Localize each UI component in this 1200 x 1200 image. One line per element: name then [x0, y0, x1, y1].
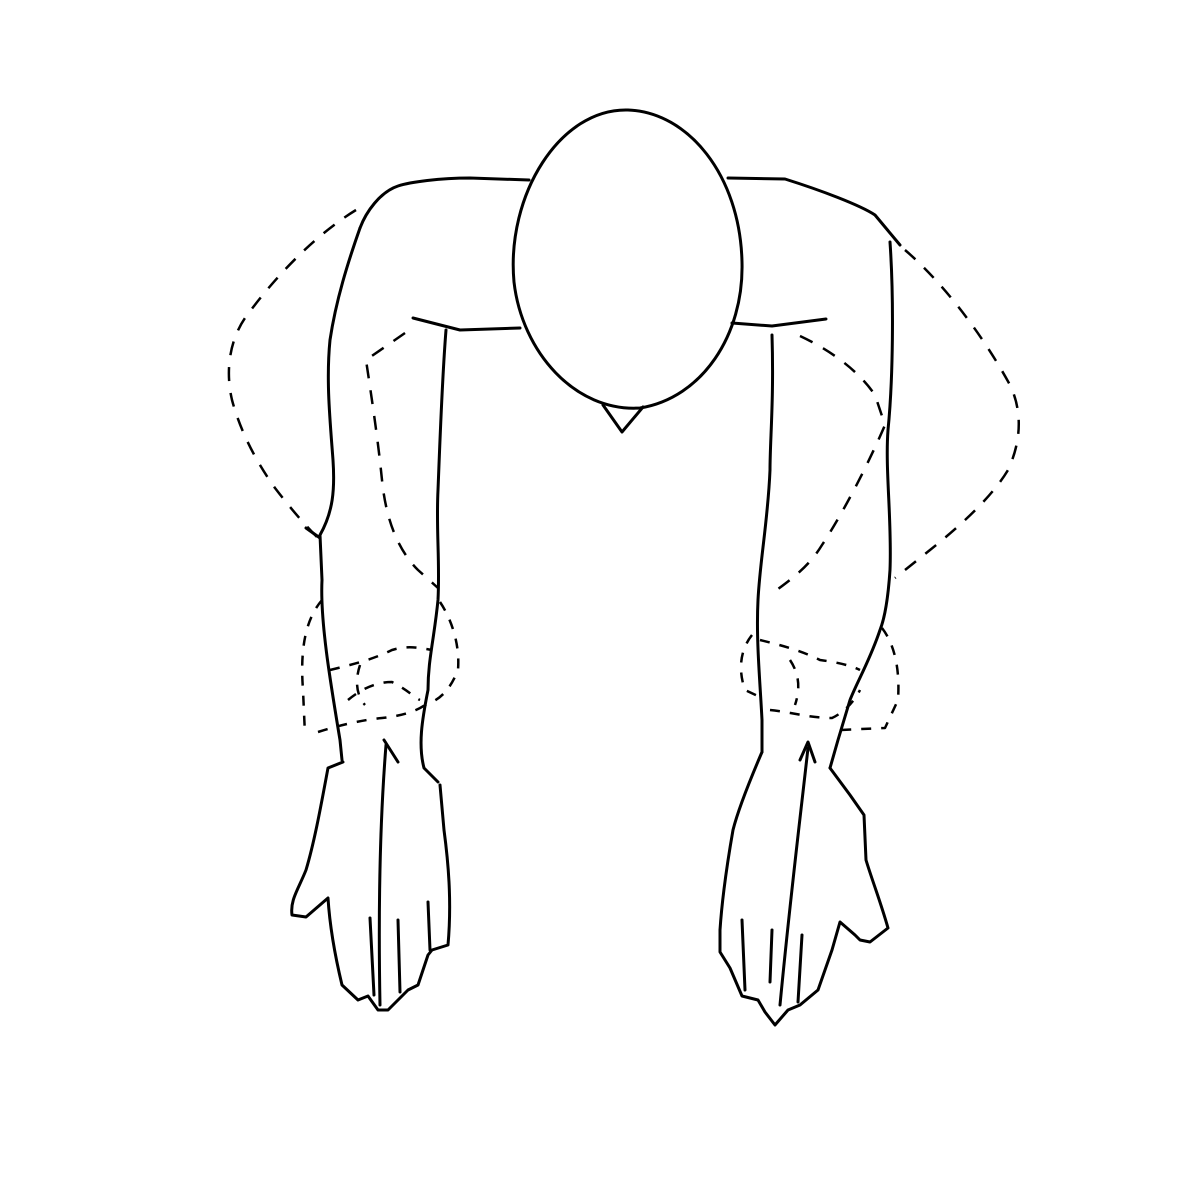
left-outer-swing-path	[227, 208, 357, 539]
left-wrist-dashed-row-2	[347, 680, 421, 702]
right-chest-line	[730, 317, 828, 328]
left-palm-center-line	[377, 743, 388, 1007]
left-finger-line-2	[396, 918, 402, 994]
left-wrist-dashed-loop-outer	[300, 599, 323, 736]
right-arm-outer-line	[828, 240, 894, 770]
left-wrist-dashed-loop-inner	[424, 601, 460, 707]
left-arm-dashed-outer	[227, 208, 439, 589]
right-wrist-dashed-curl	[788, 659, 800, 706]
left-chest-line	[411, 316, 522, 332]
left-finger-line-1	[368, 916, 376, 997]
right-hand-outline	[718, 750, 890, 1027]
left-arm-inner-line	[419, 328, 448, 784]
right-wrist-dashed-loop-inner	[739, 634, 763, 700]
shoulders	[358, 176, 902, 332]
right-wrist-dashed-loop-outer	[839, 627, 900, 732]
right-arm-dashed-outer	[769, 249, 1020, 597]
chin-marker	[601, 403, 645, 434]
right-arm	[755, 240, 894, 770]
right-finger-line-1	[740, 918, 747, 992]
right-finger-line-3	[796, 933, 804, 1004]
left-arm	[304, 226, 448, 784]
left-arm-outer-line	[318, 226, 362, 762]
head-outline	[511, 108, 744, 410]
right-palm-center-line	[778, 746, 810, 1007]
right-wrist-dashed-group	[739, 627, 900, 732]
right-inner-swing-path	[769, 334, 887, 597]
right-shoulder-top	[726, 176, 902, 247]
left-wrist-dashed-row-3	[317, 703, 426, 734]
left-hand	[290, 738, 452, 1012]
left-wrist-dashed-curl	[355, 664, 366, 706]
left-inner-swing-path	[364, 331, 439, 589]
right-wrist-dashed-row-1	[759, 638, 861, 672]
left-thumb-tip	[382, 738, 400, 764]
left-hand-outline	[290, 760, 452, 1012]
left-shoulder-top	[358, 176, 531, 230]
right-finger-line-2	[768, 928, 774, 984]
head	[511, 108, 744, 434]
left-finger-line-3	[426, 900, 432, 952]
right-arm-inner-line	[755, 333, 775, 754]
right-thumb-tip	[798, 740, 817, 764]
left-wrist-dashed-row-1	[329, 646, 433, 672]
left-wrist-dashed-group	[300, 599, 460, 736]
right-wrist-dashed-row-2	[769, 689, 862, 720]
right-hand	[718, 740, 890, 1027]
right-outer-swing-path	[894, 249, 1020, 579]
